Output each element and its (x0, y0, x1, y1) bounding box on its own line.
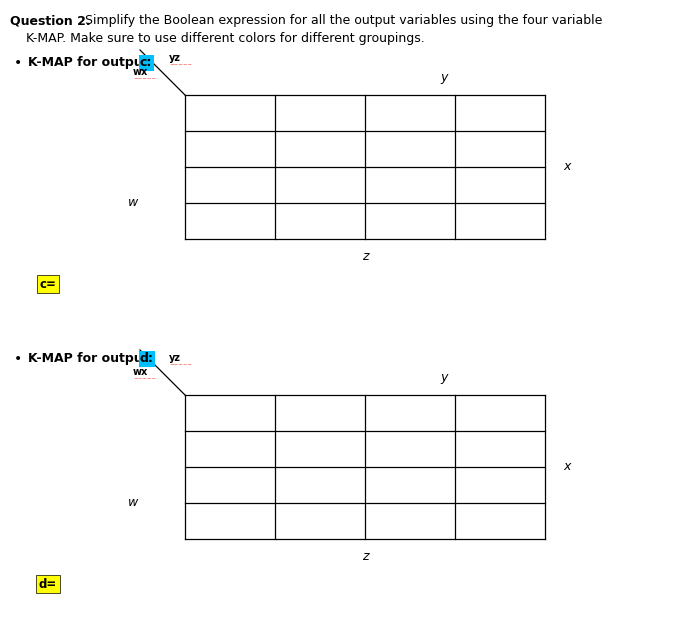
Text: ~~~~~: ~~~~~ (133, 376, 156, 381)
Text: c:: c: (140, 56, 152, 69)
Text: d=: d= (39, 578, 57, 590)
Text: K-MAP for output: K-MAP for output (28, 56, 153, 69)
Text: yz: yz (169, 353, 181, 363)
Text: K-MAP. Make sure to use different colors for different groupings.: K-MAP. Make sure to use different colors… (10, 32, 425, 45)
Text: x: x (563, 160, 571, 174)
Text: ~~~~~: ~~~~~ (133, 76, 156, 81)
Text: ~~~~~: ~~~~~ (169, 62, 192, 67)
Text: y: y (440, 70, 448, 84)
Text: wx: wx (133, 367, 148, 377)
Text: d:: d: (140, 352, 154, 365)
Text: Question 2.: Question 2. (10, 14, 90, 27)
Text: yz: yz (169, 53, 181, 63)
Text: ~~~~~: ~~~~~ (169, 362, 192, 367)
Text: Simplify the Boolean expression for all the output variables using the four vari: Simplify the Boolean expression for all … (85, 14, 602, 27)
Text: c=: c= (39, 278, 57, 290)
Text: x: x (563, 460, 571, 474)
Text: wx: wx (133, 67, 148, 77)
Text: •: • (14, 56, 22, 70)
Text: z: z (362, 250, 368, 264)
Text: K-MAP for output: K-MAP for output (28, 352, 153, 365)
Text: w: w (128, 496, 138, 510)
Text: •: • (14, 352, 22, 366)
Text: w: w (128, 197, 138, 209)
Text: z: z (362, 550, 368, 564)
Text: y: y (440, 370, 448, 384)
